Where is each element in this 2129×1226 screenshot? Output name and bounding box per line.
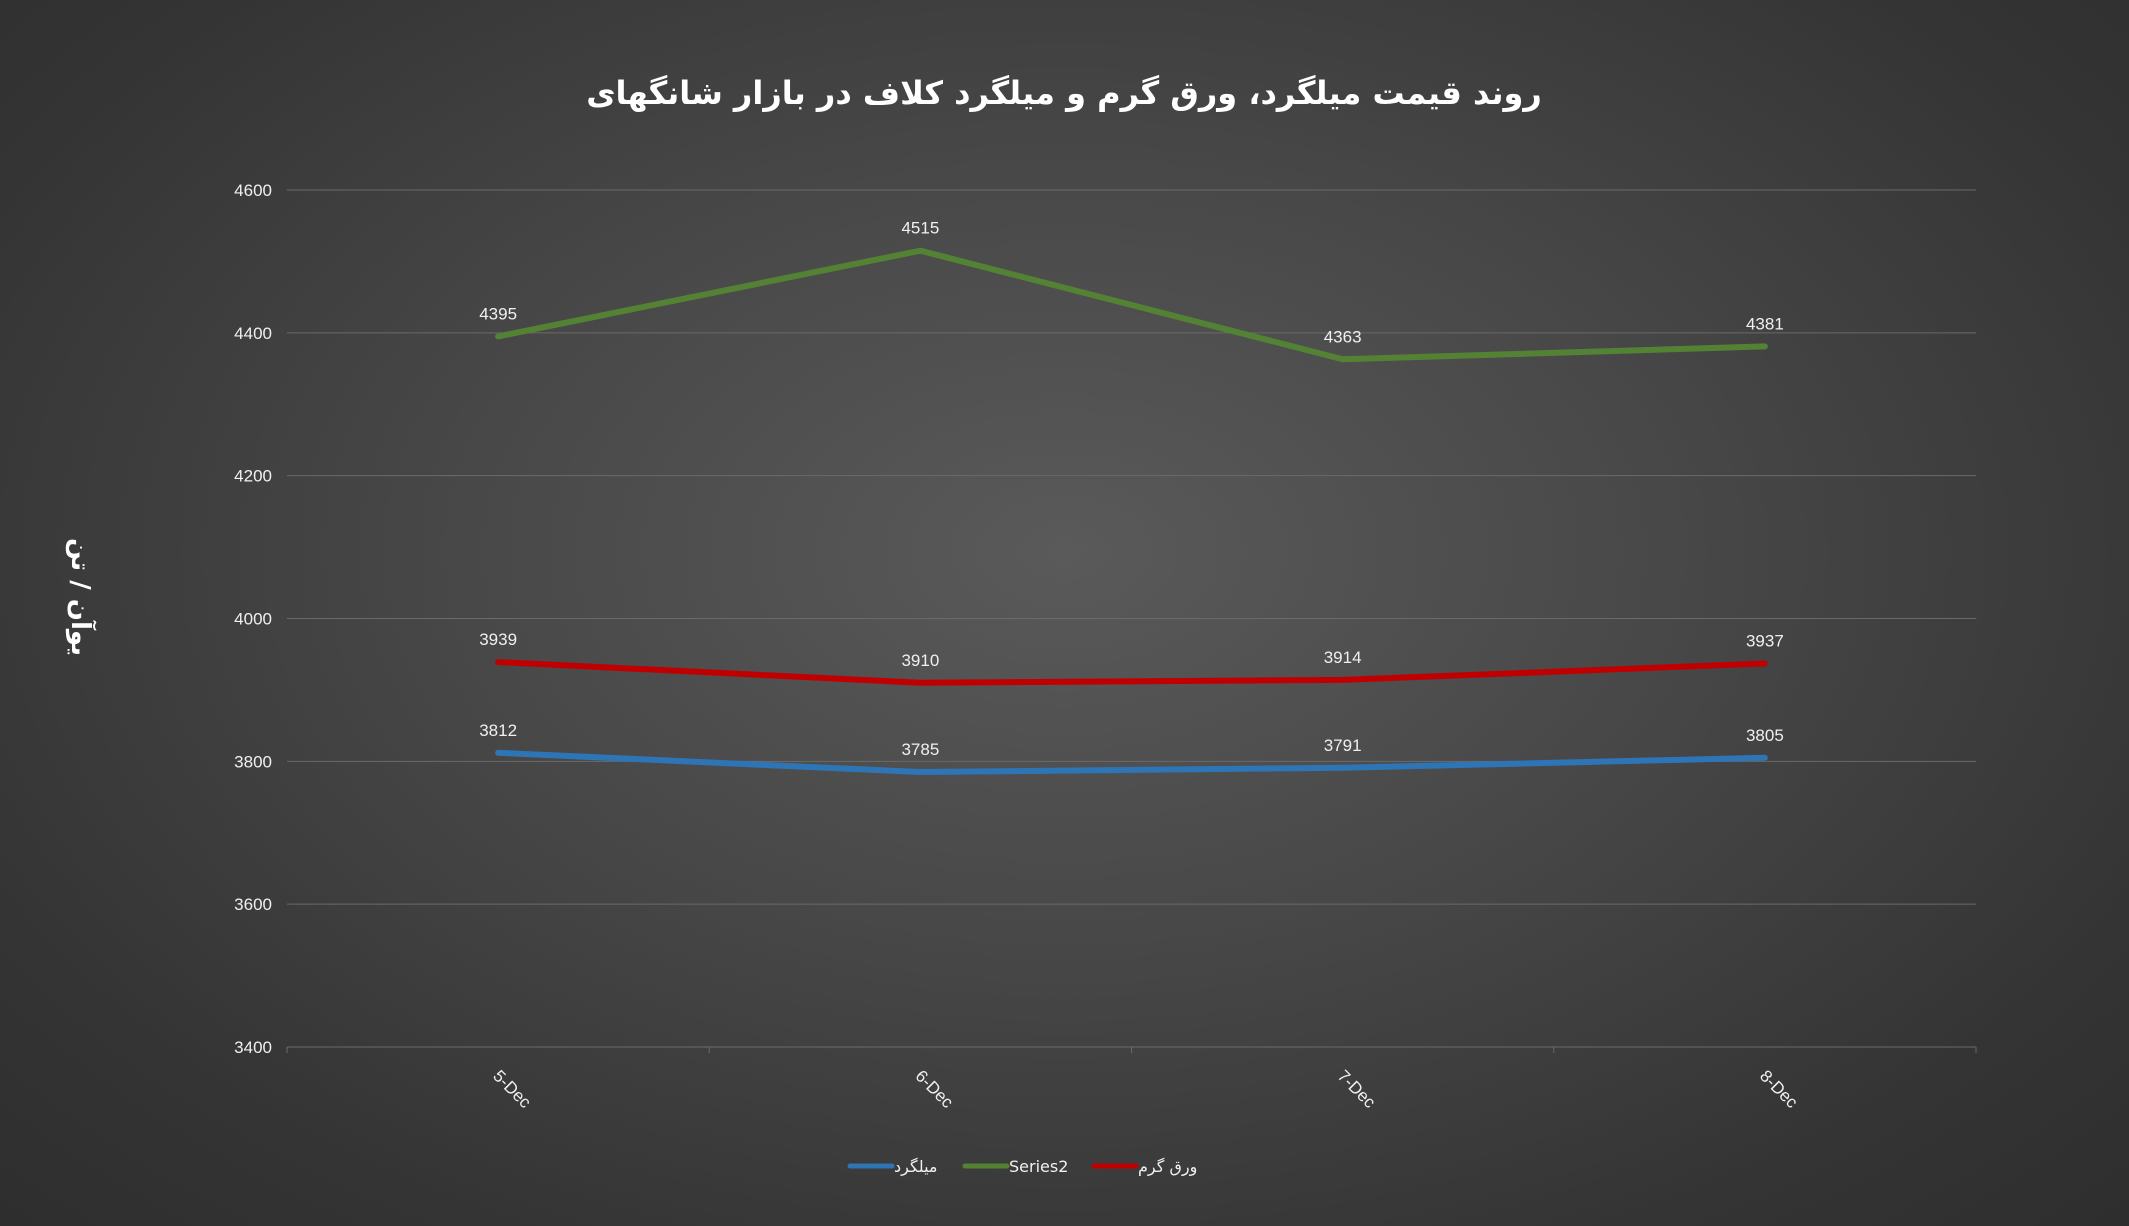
data-label: 3805 xyxy=(1746,726,1784,745)
series-lines xyxy=(495,247,1768,776)
y-axis-ticks: 3400 3600 3800 4000 4200 4400 4600 xyxy=(234,181,272,1057)
y-tick-label: 4600 xyxy=(234,181,272,200)
legend: میلگرد Series2 ورق گرم xyxy=(847,1157,1197,1177)
data-label: 3812 xyxy=(479,721,517,740)
legend-label: Series2 xyxy=(1009,1157,1068,1176)
series-line-1 xyxy=(495,749,1768,776)
chart-title: روند قیمت میلگرد، ورق گرم و میلگرد کلاف … xyxy=(586,74,1542,112)
data-label: 4381 xyxy=(1746,314,1784,333)
legend-label: میلگرد xyxy=(894,1157,937,1177)
y-axis-label: یوآن / تن xyxy=(65,538,97,656)
x-axis-ticks: 5-Dec 6-Dec 7-Dec 8-Dec xyxy=(286,1047,1977,1112)
grid xyxy=(287,189,1976,1048)
y-tick-label: 4200 xyxy=(234,467,272,486)
data-label: 3785 xyxy=(901,740,939,759)
x-tick-label: 6-Dec xyxy=(912,1066,958,1112)
y-tick-label: 3400 xyxy=(234,1038,272,1057)
data-labels: 3812 3785 3791 3805 4395 4515 4363 4381 3939 3910… xyxy=(479,219,1784,759)
series-line-2 xyxy=(495,247,1768,363)
data-label: 3791 xyxy=(1324,736,1362,755)
series-line-3 xyxy=(495,659,1768,686)
data-label: 3910 xyxy=(901,651,939,670)
x-tick-label: 5-Dec xyxy=(489,1066,535,1112)
x-tick-label: 8-Dec xyxy=(1756,1066,1802,1112)
y-tick-label: 4000 xyxy=(234,610,272,629)
data-label: 3937 xyxy=(1746,631,1784,650)
y-tick-label: 3600 xyxy=(234,895,272,914)
data-label: 3914 xyxy=(1324,648,1362,667)
data-label: 4395 xyxy=(479,304,517,323)
legend-label: ورق گرم xyxy=(1138,1157,1197,1177)
data-label: 3939 xyxy=(479,630,517,649)
data-label: 4515 xyxy=(901,219,939,238)
y-tick-label: 3800 xyxy=(234,752,272,771)
x-tick-label: 7-Dec xyxy=(1334,1066,1380,1112)
data-label: 4363 xyxy=(1324,327,1362,346)
y-tick-label: 4400 xyxy=(234,324,272,343)
